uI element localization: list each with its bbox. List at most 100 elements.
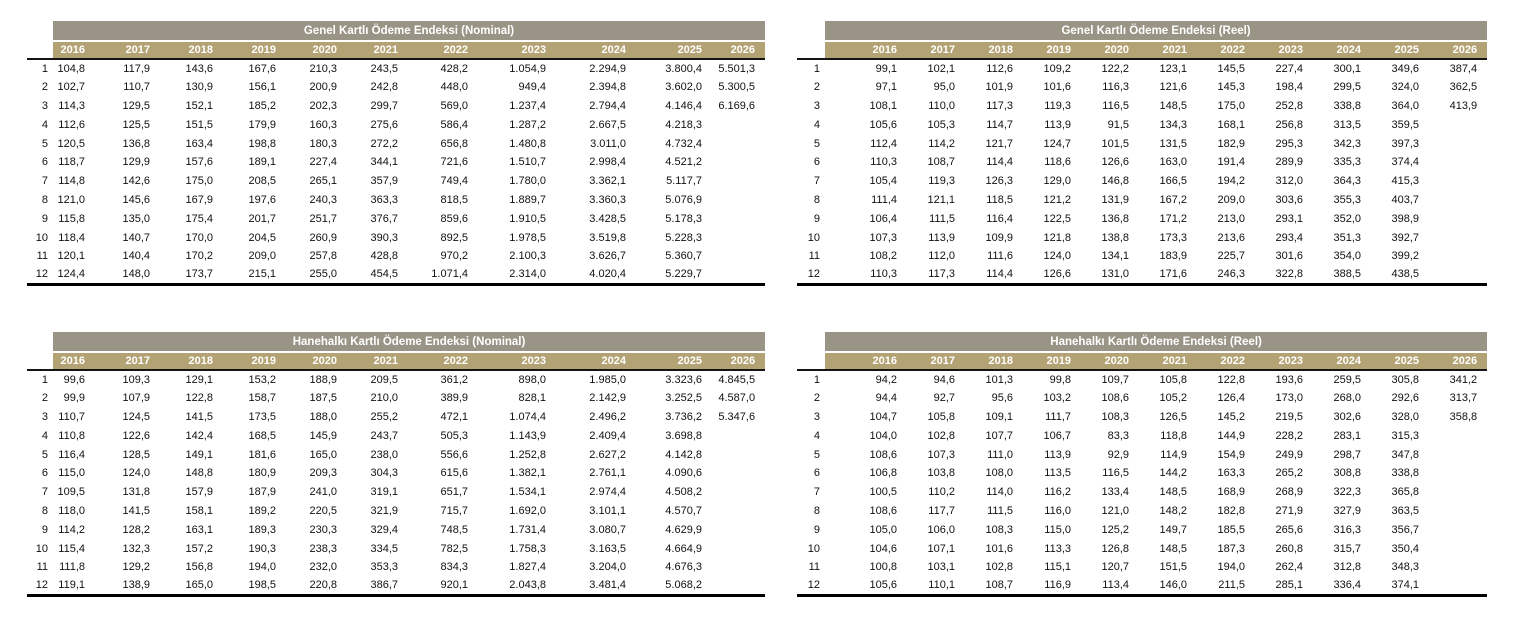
index-value-cell: 149,7 bbox=[1159, 523, 1187, 536]
month-number-cell: 4 bbox=[41, 429, 48, 442]
index-value-cell: 361,2 bbox=[440, 373, 468, 386]
index-value-cell: 105,6 bbox=[825, 576, 907, 598]
index-value-cell bbox=[712, 558, 765, 577]
index-value-cell: 350,4 bbox=[1391, 542, 1419, 555]
index-value-cell: 102,8 bbox=[985, 561, 1013, 574]
index-value-cell: 103,2 bbox=[1043, 392, 1071, 405]
index-value-cell: 106,4 bbox=[869, 212, 897, 225]
index-value-cell: 3.800,4 bbox=[665, 62, 702, 75]
index-value-cell: 1.910,5 bbox=[509, 212, 546, 225]
table-row: 3 110,7 124,5 141,5 173,5 188,0 255,2 472,1 1.07… bbox=[27, 408, 765, 427]
index-value-cell: 152,1 bbox=[185, 99, 213, 112]
index-value-cell: 157,2 bbox=[185, 542, 213, 555]
index-value-cell: 272,2 bbox=[370, 137, 398, 150]
index-value-cell: 108,2 bbox=[869, 250, 897, 263]
index-value-cell: 3.011,0 bbox=[590, 137, 626, 150]
index-value-cell: 5.068,2 bbox=[636, 576, 712, 598]
index-value-cell: 119,3 bbox=[1044, 99, 1071, 112]
month-number-cell: 10 bbox=[35, 542, 48, 555]
index-value-cell: 293,1 bbox=[1275, 212, 1303, 225]
year-column-header: 2023 bbox=[1255, 352, 1313, 371]
index-value-cell: 126,5 bbox=[1159, 410, 1187, 423]
index-value-cell: 116,5 bbox=[1102, 467, 1129, 480]
month-number-cell: 1 bbox=[813, 373, 820, 386]
index-value-cell: 227,4 bbox=[309, 156, 337, 169]
month-number-cell: 2 bbox=[813, 81, 820, 94]
index-value-cell: 5.076,9 bbox=[665, 193, 702, 206]
month-number-cell: 8 bbox=[813, 193, 820, 206]
index-value-cell: 146,0 bbox=[1139, 576, 1197, 598]
index-value-cell bbox=[712, 209, 765, 228]
month-number-cell: 5 bbox=[813, 137, 820, 150]
index-value-cell: 189,3 bbox=[248, 523, 276, 536]
month-number-cell: 3 bbox=[41, 99, 48, 112]
index-value-cell: 3.252,5 bbox=[665, 392, 702, 405]
index-value-cell: 114,4 bbox=[986, 156, 1013, 169]
index-value-cell: 357,9 bbox=[370, 175, 398, 188]
index-table: Genel Kartlı Ödeme Endeksi (Reel) 2016 20… bbox=[797, 21, 1488, 287]
index-value-cell: 110,2 bbox=[928, 486, 955, 499]
index-value-cell: 3.204,0 bbox=[589, 561, 626, 574]
index-value-cell: 132,3 bbox=[122, 542, 150, 555]
index-value-cell: 285,1 bbox=[1255, 576, 1313, 598]
index-value-cell: 3.080,7 bbox=[589, 523, 626, 536]
index-value-cell: 141,5 bbox=[185, 410, 213, 423]
table-row: 6 106,8 103,8 108,0 113,5 116,5 144,2 163,3 265,… bbox=[797, 464, 1487, 483]
index-value-cell: 4.676,3 bbox=[665, 561, 702, 574]
index-value-cell: 128,5 bbox=[122, 448, 150, 461]
index-value-cell: 5.117,7 bbox=[666, 175, 702, 188]
index-value-cell bbox=[712, 115, 765, 134]
index-value-cell: 1.985,0 bbox=[589, 373, 626, 386]
index-value-cell: 156,8 bbox=[185, 561, 213, 574]
index-value-cell: 227,4 bbox=[1275, 62, 1303, 75]
index-value-cell: 110,7 bbox=[58, 410, 85, 423]
year-column-header: 2018 bbox=[160, 41, 223, 60]
table-row: 12 124,4 148,0 173,7 215,1 255,0 454,5 1.071,4 2… bbox=[27, 265, 766, 287]
index-value-cell: 3.360,3 bbox=[589, 193, 626, 206]
year-column-header: 2021 bbox=[347, 41, 408, 60]
index-value-cell: 140,7 bbox=[122, 231, 150, 244]
index-value-cell: 392,7 bbox=[1391, 231, 1419, 244]
year-column-header: 2024 bbox=[556, 41, 636, 60]
index-value-cell: 4.146,4 bbox=[665, 99, 702, 112]
index-value-cell: 133,4 bbox=[1101, 486, 1129, 499]
index-value-cell bbox=[712, 228, 765, 247]
index-value-cell: 220,8 bbox=[286, 576, 347, 598]
table-row: 1 94,2 94,6 101,3 99,8 109,7 105,8 122,8 193,6 25… bbox=[797, 370, 1487, 389]
index-value-cell bbox=[1429, 228, 1487, 247]
index-value-cell: 295,3 bbox=[1275, 137, 1303, 150]
index-value-cell: 374,1 bbox=[1371, 576, 1429, 598]
row-number-column-header bbox=[797, 352, 825, 371]
index-value-cell: 113,5 bbox=[1044, 467, 1071, 480]
month-number-cell: 7 bbox=[813, 486, 820, 499]
index-value-cell: 151,5 bbox=[185, 118, 213, 131]
index-value-cell: 4.732,4 bbox=[665, 137, 702, 150]
index-value-cell: 198,5 bbox=[223, 576, 286, 598]
table-row: 4 110,8 122,6 142,4 168,5 145,9 243,7 505,3 1.14… bbox=[27, 426, 765, 445]
month-number-cell: 6 bbox=[813, 467, 820, 480]
year-column-header: 2024 bbox=[1313, 41, 1371, 60]
index-value-cell: 298,7 bbox=[1333, 448, 1361, 461]
year-column-header: 2016 bbox=[53, 41, 95, 60]
table-row: 10 115,4 132,3 157,2 190,3 238,3 334,5 782,5 1.7… bbox=[27, 539, 765, 558]
index-value-cell: 828,1 bbox=[518, 392, 546, 405]
index-value-cell: 209,5 bbox=[370, 373, 398, 386]
index-value-cell: 149,1 bbox=[185, 448, 213, 461]
index-value-cell: 115,4 bbox=[58, 542, 85, 555]
table-row: 7 109,5 131,8 157,9 187,9 241,0 319,1 651,7 1.53… bbox=[27, 483, 765, 502]
index-value-cell: 334,5 bbox=[370, 542, 398, 555]
index-value-cell: 5.501,3 bbox=[718, 62, 756, 75]
year-column-header: 2020 bbox=[286, 41, 347, 60]
index-value-cell bbox=[1429, 153, 1487, 172]
index-value-cell: 112,4 bbox=[870, 137, 897, 150]
index-value-cell: 403,7 bbox=[1391, 193, 1419, 206]
index-value-cell: 1.054,9 bbox=[509, 62, 546, 75]
index-value-cell: 4.664,9 bbox=[665, 542, 702, 555]
index-value-cell: 1.731,4 bbox=[509, 523, 546, 536]
index-value-cell: 111,6 bbox=[987, 250, 1013, 263]
index-value-cell: 118,4 bbox=[58, 231, 85, 244]
index-value-cell: 316,3 bbox=[1333, 523, 1361, 536]
index-value-cell: 110,0 bbox=[928, 99, 955, 112]
index-value-cell: 106,8 bbox=[869, 467, 897, 480]
year-column-header: 2025 bbox=[1371, 41, 1429, 60]
